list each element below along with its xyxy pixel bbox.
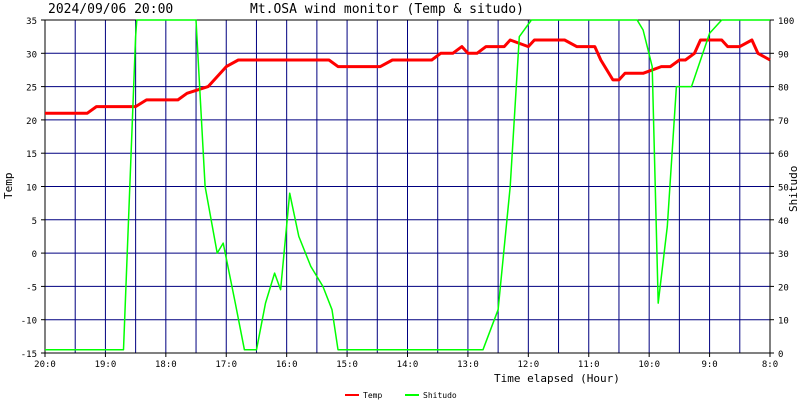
y-tick-label-right: 100 [778, 17, 794, 27]
y-axis-label-left: Temp [2, 173, 15, 200]
x-tick-label: 10:0 [638, 360, 660, 370]
x-tick-label: 13:0 [457, 360, 479, 370]
x-axis-ticks: 20:0 19:0 18:0 17:0 16:0 15:0 14:0 13:0 12:0 11:0… [34, 353, 778, 370]
x-axis-label: Time elapsed (Hour) [494, 372, 620, 385]
x-tick-label: 19:0 [95, 360, 117, 370]
y-tick-label-right: 0 [778, 350, 783, 360]
y-tick-label-left: -5 [26, 283, 37, 293]
y-tick-label-right: 30 [778, 250, 789, 260]
y-tick-label-left: 20 [26, 117, 37, 127]
y-tick-label-right: 80 [778, 84, 789, 94]
legend: Temp Shitudo [345, 391, 457, 400]
y-tick-label-left: 30 [26, 50, 37, 60]
y-tick-label-left: 25 [26, 84, 37, 94]
series-line-temp [45, 38, 771, 115]
y-axis-label-right: Shitudo [787, 166, 800, 212]
x-tick-label: 11:0 [578, 360, 600, 370]
x-tick-label: 9:0 [701, 360, 717, 370]
y-tick-label-left: 5 [32, 217, 37, 227]
x-tick-label: 14:0 [397, 360, 419, 370]
legend-label: Shitudo [423, 391, 457, 400]
y-tick-label-right: 20 [778, 283, 789, 293]
y-tick-label-right: 60 [778, 150, 789, 160]
y-tick-label-right: 90 [778, 50, 789, 60]
y-axis-right-ticks: 0 10 20 30 40 50 60 70 80 90 100 [770, 17, 794, 360]
y-tick-label-right: 70 [778, 117, 789, 127]
grid [44, 19, 771, 354]
x-tick-label: 8:0 [762, 360, 778, 370]
x-tick-label: 15:0 [336, 360, 358, 370]
x-tick-label: 17:0 [215, 360, 237, 370]
y-tick-label-left: 0 [32, 250, 37, 260]
series-line-shitudo [45, 19, 770, 351]
y-tick-label-right: 10 [778, 317, 789, 327]
y-tick-label-left: -15 [21, 350, 37, 360]
header-datetime: 2024/09/06 20:00 [48, 2, 173, 17]
y-tick-label-right: 50 [778, 184, 789, 194]
y-tick-label-left: 35 [26, 17, 37, 27]
legend-label: Temp [363, 391, 382, 400]
chart-title: Mt.OSA wind monitor (Temp & situdo) [250, 2, 524, 17]
x-tick-label: 20:0 [34, 360, 56, 370]
y-tick-label-left: 10 [26, 184, 37, 194]
y-tick-label-left: -10 [21, 317, 37, 327]
x-tick-label: 12:0 [517, 360, 539, 370]
y-tick-label-right: 40 [778, 217, 789, 227]
y-axis-left-ticks: -15 -10 -5 0 5 10 15 20 25 30 35 [21, 17, 45, 360]
series-lines [45, 19, 771, 351]
y-tick-label-left: 15 [26, 150, 37, 160]
x-tick-label: 18:0 [155, 360, 177, 370]
x-tick-label: 16:0 [276, 360, 298, 370]
